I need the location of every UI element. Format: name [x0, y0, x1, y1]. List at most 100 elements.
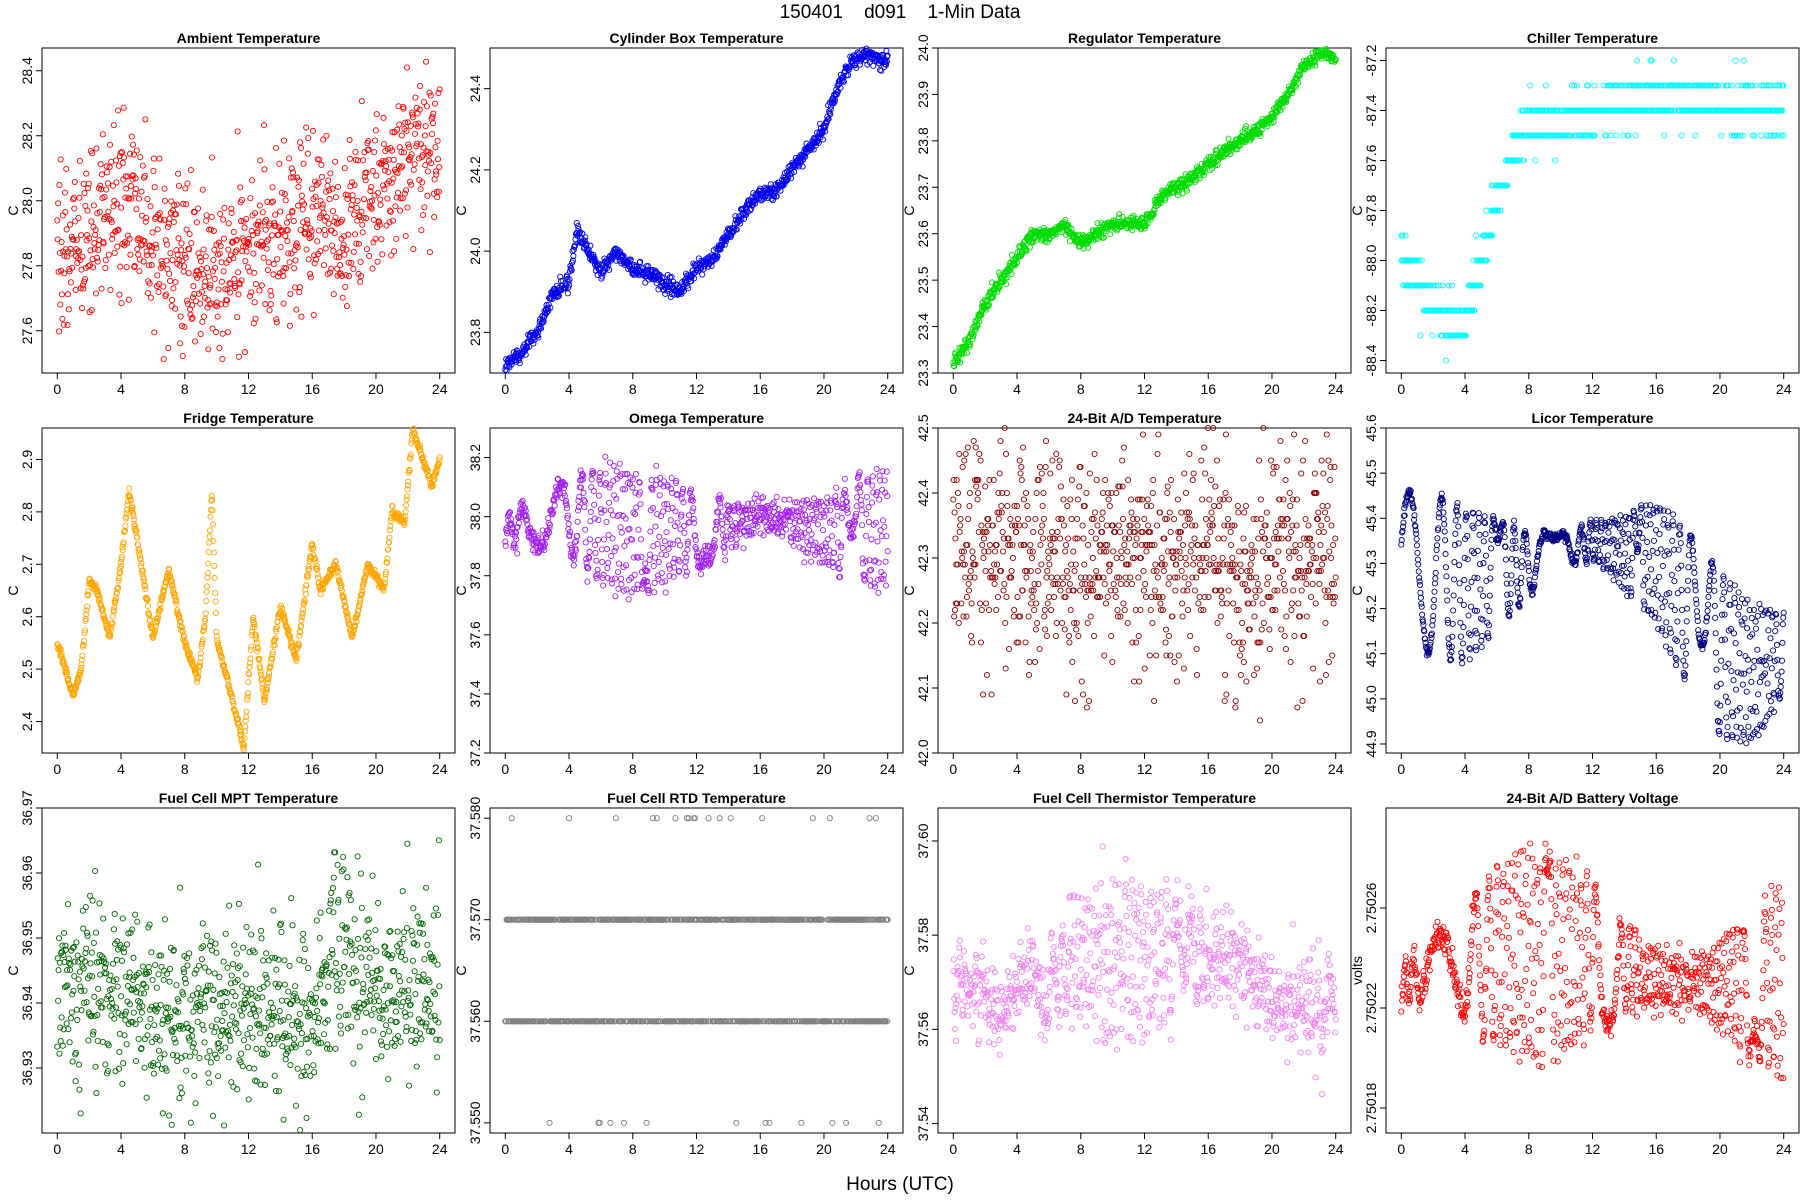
data-point — [820, 136, 827, 143]
data-point — [69, 236, 76, 243]
data-point — [252, 210, 259, 217]
data-point — [248, 643, 255, 650]
data-point — [175, 235, 182, 242]
data-point — [81, 190, 88, 197]
data-point — [369, 197, 376, 204]
data-point — [315, 227, 322, 234]
y-axis-label: C — [453, 205, 469, 215]
data-point — [430, 110, 437, 117]
data-point — [99, 131, 106, 138]
y-axis-label: C — [5, 205, 21, 215]
data-point — [371, 192, 378, 199]
data-point — [1661, 132, 1668, 139]
data-point — [356, 213, 363, 220]
data-point — [122, 173, 129, 180]
x-tick-label: 8 — [629, 381, 637, 397]
data-point — [118, 300, 125, 307]
data-point — [1542, 82, 1549, 89]
data-point — [306, 270, 314, 278]
data-point — [426, 249, 433, 256]
x-tick-label: 8 — [181, 381, 189, 397]
data-point — [1107, 231, 1114, 238]
data-point — [286, 322, 294, 329]
data-point — [1527, 82, 1534, 89]
data-point — [334, 265, 341, 272]
data-point — [369, 265, 376, 272]
data-point — [217, 210, 224, 217]
data-point — [254, 228, 261, 235]
data-point — [428, 130, 436, 138]
data-point — [431, 213, 438, 221]
data-point — [81, 638, 88, 645]
data-point — [211, 574, 218, 581]
data-point — [292, 284, 299, 291]
data-point — [617, 575, 625, 582]
data-point — [102, 265, 109, 272]
data-point — [137, 154, 144, 161]
data-point — [833, 91, 840, 98]
data-point — [199, 318, 206, 325]
data-point — [436, 164, 443, 171]
data-point — [218, 259, 225, 266]
data-point — [291, 265, 298, 272]
data-point — [983, 306, 990, 313]
data-point — [353, 204, 360, 211]
data-point — [238, 218, 245, 225]
data-point — [191, 208, 198, 216]
data-point — [549, 296, 556, 303]
data-point — [429, 120, 436, 127]
data-point — [232, 237, 239, 244]
data-point — [66, 266, 73, 273]
data-point — [89, 150, 96, 157]
data-point — [155, 288, 162, 296]
data-point — [149, 243, 156, 250]
y-tick-label: -87.6 — [1363, 144, 1379, 176]
data-point — [218, 278, 225, 285]
data-point — [251, 299, 258, 306]
data-point — [348, 259, 355, 266]
data-point — [331, 230, 338, 237]
y-tick-label: -88.0 — [1363, 244, 1379, 276]
data-point — [234, 314, 241, 321]
data-point — [114, 227, 121, 234]
data-point — [613, 468, 620, 475]
data-point — [263, 245, 270, 252]
data-point — [93, 254, 100, 261]
x-tick-label: 0 — [949, 381, 957, 397]
data-point — [165, 345, 172, 352]
data-point — [235, 291, 242, 298]
data-points — [54, 425, 443, 753]
data-point — [426, 89, 433, 96]
data-point — [516, 360, 523, 367]
data-point — [203, 588, 210, 595]
data-point — [411, 161, 418, 168]
data-point — [377, 161, 385, 168]
data-point — [592, 541, 599, 549]
data-point — [56, 249, 63, 256]
data-point — [827, 111, 834, 118]
data-point — [166, 215, 173, 222]
data-point — [680, 287, 688, 295]
data-point — [78, 305, 86, 312]
data-point — [615, 560, 622, 567]
data-point — [970, 331, 977, 338]
data-point — [286, 259, 293, 266]
data-point — [603, 518, 610, 525]
data-point — [435, 188, 442, 195]
data-point — [570, 562, 577, 569]
data-point — [362, 177, 369, 184]
plot-frame — [1385, 47, 1800, 374]
data-point — [141, 238, 148, 245]
data-point — [215, 239, 222, 246]
data-point — [248, 227, 255, 234]
data-point — [429, 113, 436, 120]
data-point — [341, 164, 348, 172]
data-point — [269, 232, 276, 239]
data-point — [91, 246, 98, 253]
data-point — [163, 291, 170, 298]
data-point — [235, 269, 242, 276]
data-point — [352, 148, 359, 156]
data-point — [535, 334, 542, 341]
data-point — [231, 276, 238, 283]
